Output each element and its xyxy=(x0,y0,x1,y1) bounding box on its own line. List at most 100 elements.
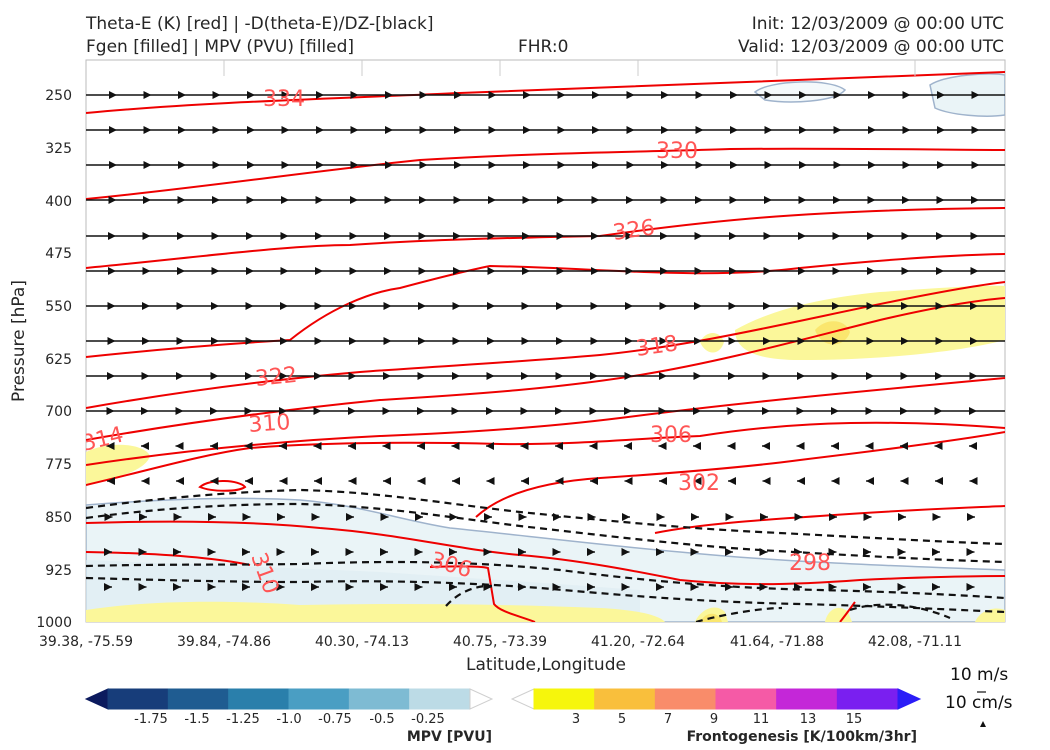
top-ticks xyxy=(223,60,916,76)
wind-vector xyxy=(557,126,566,134)
wind-vector xyxy=(763,302,771,310)
x-tick-label: 42.08, -71.11 xyxy=(868,634,962,650)
wind-vector xyxy=(350,91,359,99)
wind-vector xyxy=(418,302,426,310)
contour-label-298: 298 xyxy=(789,551,831,576)
wind-vector xyxy=(522,267,530,275)
wind-vector xyxy=(866,302,875,310)
wind-vector xyxy=(419,91,428,99)
wind-vector xyxy=(798,267,806,275)
wind-vector xyxy=(417,372,426,380)
wind-vector xyxy=(107,302,116,310)
wind-vector xyxy=(832,302,840,310)
wind-vector xyxy=(454,91,462,99)
wind-vector xyxy=(313,407,322,415)
fgen-colorbar-title: Frontogenesis [K/100km/3hr] xyxy=(687,729,917,745)
fgenbar-swatch xyxy=(510,688,535,710)
wind-vector xyxy=(211,337,219,345)
wind-vector xyxy=(902,126,911,134)
wind-vector xyxy=(936,196,945,204)
wind-vector xyxy=(108,196,117,204)
wind-vector xyxy=(316,91,324,99)
wind-vector xyxy=(592,91,600,99)
wind-vector xyxy=(624,372,633,380)
wind-vector xyxy=(314,302,323,310)
wind-vector xyxy=(866,372,874,380)
wind-vector xyxy=(658,407,667,415)
wind-vector xyxy=(935,337,944,345)
wind-reference-arrow-vertical xyxy=(980,721,986,727)
wind-vector xyxy=(108,267,116,275)
wind-vector xyxy=(210,407,218,415)
wind-vector xyxy=(626,196,634,204)
fgen-colorbar: 3 5 7 9 11 13 15 Frontogenesis [K/100km/… xyxy=(510,688,922,745)
x-axis: 39.38, -75.59 39.84, -74.86 40.30, -74.1… xyxy=(39,634,962,650)
wind-vector xyxy=(833,91,842,99)
wind-vector xyxy=(280,337,288,345)
contour-label-306: 306 xyxy=(650,423,692,448)
wind-vector xyxy=(279,372,288,380)
wind-vector xyxy=(590,337,599,345)
wind-vector xyxy=(797,337,806,345)
wind-vector xyxy=(937,161,945,169)
wind-vector xyxy=(660,267,668,275)
wind-vector xyxy=(833,161,842,169)
wind-vector xyxy=(695,196,703,204)
mpv-tick: -0.5 xyxy=(369,712,394,727)
fgen-tick: 11 xyxy=(753,712,770,727)
wind-vector xyxy=(488,161,497,169)
fgen-tick: 9 xyxy=(710,712,718,727)
wind-vector xyxy=(728,337,737,345)
contour-label-326: 326 xyxy=(611,215,656,246)
wind-vector xyxy=(626,91,635,99)
wind-vector xyxy=(728,372,736,380)
wind-vector xyxy=(866,337,875,345)
wind-vector xyxy=(488,196,496,204)
y-axis-label: Pressure [hPa] xyxy=(9,280,29,402)
wind-vector xyxy=(763,232,772,240)
wind-vector xyxy=(902,161,911,169)
wind-vector xyxy=(523,91,531,99)
wind-vector xyxy=(971,126,980,134)
wind-vector xyxy=(452,302,461,310)
wind-vector xyxy=(176,302,185,310)
wind-vector xyxy=(177,267,185,275)
mpv-colorbar-title: MPV [PVU] xyxy=(407,729,492,745)
wind-vector xyxy=(487,267,496,275)
wind-vector xyxy=(934,407,943,415)
wind-vector xyxy=(417,407,425,415)
wind-vector xyxy=(419,126,428,134)
wind-vector xyxy=(314,337,323,345)
header-title-line1: Theta-E (K) [red] | -D(theta-E)/DZ-[blac… xyxy=(86,14,434,34)
wind-vector xyxy=(729,196,738,204)
wind-vector xyxy=(109,91,117,99)
wind-vector xyxy=(695,126,704,134)
y-tick-label: 550 xyxy=(45,299,72,315)
wind-vector xyxy=(212,91,221,99)
wind-vector xyxy=(661,91,669,99)
wind-vector xyxy=(246,267,254,275)
y-tick-label: 475 xyxy=(45,246,72,262)
wind-vector xyxy=(350,196,358,204)
fgenbar-swatch xyxy=(715,688,778,710)
wind-vector xyxy=(762,407,770,415)
wind-vector xyxy=(730,91,738,99)
mpvbar-swatch xyxy=(107,688,169,710)
init-time: Init: 12/03/2009 @ 00:00 UTC xyxy=(751,14,1004,34)
wind-vector xyxy=(384,196,393,204)
wind-vector xyxy=(419,196,427,204)
mpv-tick: -0.25 xyxy=(411,712,445,727)
wind-vector xyxy=(693,372,702,380)
x-tick-label: 40.75, -73.39 xyxy=(453,634,547,650)
wind-vector xyxy=(900,372,909,380)
wind-vector xyxy=(281,91,290,99)
y-tick-label: 850 xyxy=(45,510,72,526)
wind-vector xyxy=(831,372,840,380)
wind-vector xyxy=(901,337,909,345)
dtheta-e-dz-contours xyxy=(86,488,1005,622)
wind-vector xyxy=(488,91,497,99)
wind-vector xyxy=(142,337,150,345)
wind-vector xyxy=(383,302,392,310)
x-tick-label: 41.20, -72.64 xyxy=(591,634,685,650)
wind-vector xyxy=(661,126,669,134)
